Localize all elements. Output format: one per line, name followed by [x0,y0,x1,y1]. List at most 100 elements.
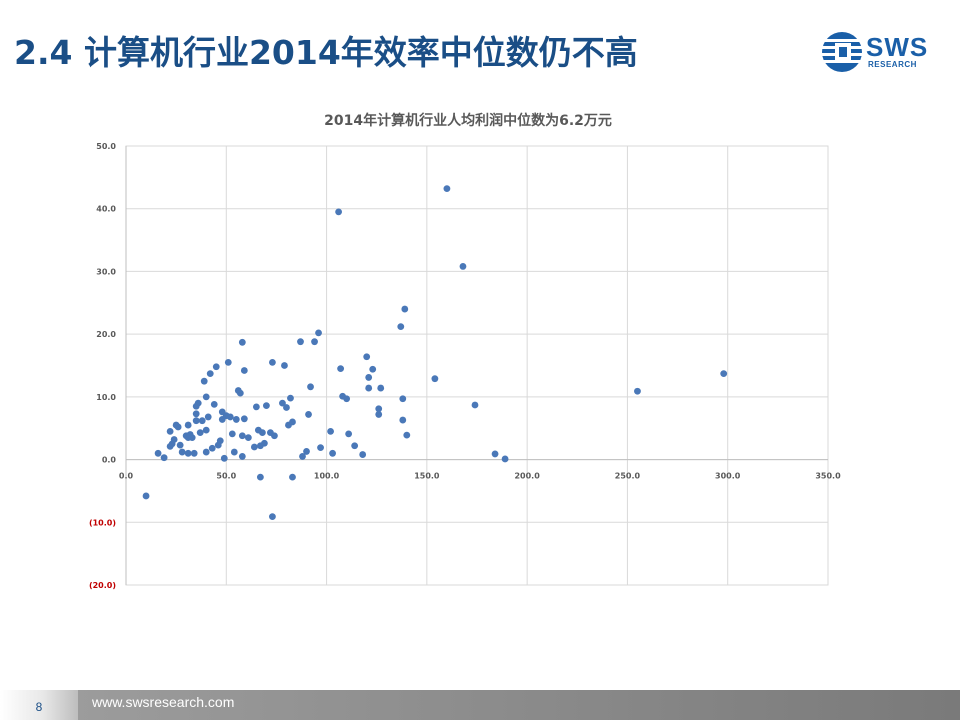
scatter-point [258,429,266,437]
scatter-point [317,444,324,452]
scatter-point [279,399,286,407]
scatter-point [431,375,439,383]
scatter-point [228,430,236,438]
scatter-point [184,421,192,429]
scatter-point [202,448,210,456]
scatter-point [260,439,268,447]
footer-url: www.swsresearch.com [92,694,235,710]
scatter-point [154,449,162,457]
scatter-point [720,370,728,378]
data-points [142,185,728,521]
scatter-point [269,513,276,521]
scatter-point [403,431,411,439]
scatter-point [240,415,248,423]
scatter-point [250,443,258,451]
scatter-point [166,427,174,435]
scatter-point [196,429,204,437]
scatter-point [375,405,383,413]
scatter-point [401,305,409,313]
x-tick-label: 50.0 [216,472,236,481]
scatter-point [200,377,208,385]
scatter-point [329,449,336,457]
scatter-point [365,384,373,392]
scatter-point [188,434,196,442]
scatter-point [305,411,312,418]
scatter-point [238,432,246,440]
page-title: 2.4 计算机行业2014年效率中位数仍不高 [14,33,638,72]
scatter-point [327,427,334,435]
scatter-point [303,448,310,455]
scatter-point [240,367,248,374]
scatter-point [369,365,377,373]
x-tick-labels: 0.0 50.0 100.0 150.0 200.0 250.0 300.0 350.0 [119,472,841,481]
scatter-point [244,434,252,442]
scatter-point [399,416,407,424]
scatter-point [216,437,224,445]
scatter-point [202,393,210,401]
y-tick-label: 50.0 [96,142,116,151]
scatter-point [210,400,218,408]
scatter-point [311,338,318,346]
scatter-point [337,365,345,373]
scatter-point [184,449,192,457]
gridlines [125,145,829,586]
scatter-point [363,353,371,361]
scatter-chart: 2014年计算机行业人均利润中位数为6.2万元 (20.0) (10.0) 0.0 1… [89,112,841,590]
scatter-point [192,417,200,425]
scatter-point [170,436,178,443]
scatter-point [230,448,238,456]
x-tick-label: 100.0 [314,472,340,481]
logo-subtext: RESEARCH [868,60,917,69]
scatter-point [307,383,314,391]
y-tick-label: (10.0) [89,518,116,527]
scatter-point [351,442,359,450]
scatter-point [174,423,182,431]
scatter-point [397,323,405,331]
scatter-point [238,338,246,346]
sws-globe-icon [822,32,862,72]
x-tick-label: 250.0 [615,472,641,481]
scatter-point [459,263,467,270]
scatter-point [220,454,228,462]
scatter-point [252,403,260,411]
scatter-point [343,395,351,403]
scatter-point [194,399,202,407]
x-tick-label: 150.0 [414,472,440,481]
scatter-point [634,387,641,395]
scatter-point [345,430,353,438]
axes [125,146,828,585]
scatter-point [443,185,451,193]
scatter-point [315,329,322,337]
scatter-point [236,389,244,397]
y-tick-label: 30.0 [96,267,116,276]
scatter-point [202,426,210,434]
scatter-point [192,410,200,418]
page-number: 8 [0,690,78,720]
scatter-point [375,411,383,418]
scatter-point [289,418,296,426]
scatter-point [178,448,186,456]
scatter-point [206,370,214,378]
chart-svg: 2014年计算机行业人均利润中位数为6.2万元 (20.0) (10.0) 0.0 1… [89,112,841,590]
sws-logo: SWS RESEARCH [820,28,940,76]
scatter-point [399,395,407,403]
scatter-point [142,492,150,500]
y-tick-label: 10.0 [96,393,116,402]
scatter-point [289,473,296,481]
y-tick-label: 20.0 [96,330,116,339]
scatter-point [377,384,385,392]
scatter-point [471,401,479,409]
scatter-point [204,413,212,421]
scatter-point [271,432,278,440]
scatter-point [335,208,343,216]
scatter-point [198,417,206,425]
footer-bar [0,690,960,720]
x-tick-label: 0.0 [119,472,134,481]
scatter-point [501,455,509,463]
scatter-point [176,441,184,449]
chart-title: 2014年计算机行业人均利润中位数为6.2万元 [324,112,612,129]
scatter-point [190,449,198,457]
scatter-point [256,473,264,481]
scatter-point [299,453,306,460]
scatter-point [224,358,232,366]
